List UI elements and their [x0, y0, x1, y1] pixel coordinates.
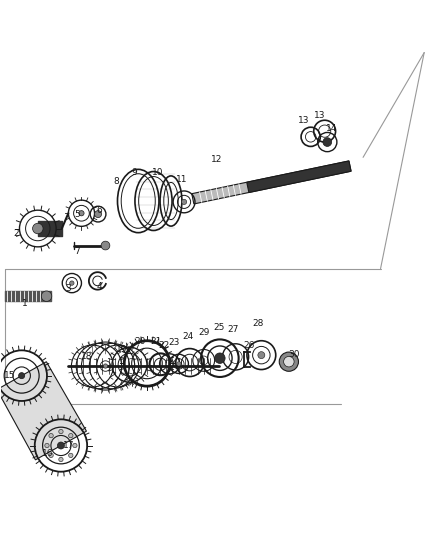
Text: 1: 1 [22, 299, 28, 308]
Text: 12: 12 [211, 155, 223, 164]
Polygon shape [0, 362, 86, 460]
Text: 21: 21 [150, 337, 161, 346]
Circle shape [215, 353, 225, 364]
Circle shape [279, 352, 298, 372]
Text: 14: 14 [326, 125, 337, 133]
Text: 15: 15 [4, 371, 15, 380]
Circle shape [49, 433, 53, 438]
Text: 9: 9 [131, 168, 137, 177]
Text: 11: 11 [176, 175, 187, 184]
Circle shape [18, 373, 25, 379]
Circle shape [323, 138, 332, 147]
Text: 5: 5 [74, 211, 80, 220]
Text: 8: 8 [113, 177, 119, 186]
Circle shape [258, 352, 265, 359]
Circle shape [32, 223, 43, 234]
Text: 19: 19 [117, 345, 128, 354]
Text: 28: 28 [253, 319, 264, 328]
Text: 16: 16 [42, 449, 53, 458]
Text: 23: 23 [169, 338, 180, 348]
Circle shape [101, 241, 110, 250]
Circle shape [181, 199, 187, 205]
Circle shape [70, 281, 74, 285]
Text: 17: 17 [63, 441, 74, 450]
Text: 18: 18 [81, 351, 93, 360]
Circle shape [284, 357, 294, 367]
Circle shape [79, 211, 84, 216]
Text: 2: 2 [13, 229, 19, 238]
Text: 10: 10 [152, 168, 164, 177]
Text: 20: 20 [135, 337, 146, 346]
Circle shape [69, 433, 73, 438]
Circle shape [59, 457, 63, 462]
Circle shape [73, 443, 77, 448]
Circle shape [45, 443, 49, 448]
Text: 7: 7 [74, 247, 80, 256]
Text: 13: 13 [298, 116, 310, 125]
Polygon shape [247, 161, 351, 192]
Circle shape [49, 453, 53, 457]
Text: 25: 25 [213, 323, 225, 332]
Circle shape [103, 364, 108, 368]
Text: 3: 3 [66, 284, 71, 293]
Polygon shape [192, 161, 351, 204]
Circle shape [59, 430, 63, 434]
Text: 29: 29 [198, 328, 209, 337]
Text: 24: 24 [182, 332, 193, 341]
Text: 13: 13 [314, 111, 325, 120]
Circle shape [69, 453, 73, 457]
Text: 22: 22 [159, 341, 170, 350]
Circle shape [177, 362, 181, 366]
Text: 30: 30 [288, 350, 300, 359]
Circle shape [41, 291, 52, 302]
Circle shape [95, 211, 102, 217]
Text: 6: 6 [96, 206, 102, 215]
Text: 4: 4 [96, 281, 102, 290]
Text: 26: 26 [243, 342, 254, 351]
Text: 27: 27 [227, 325, 239, 334]
Circle shape [57, 442, 64, 449]
